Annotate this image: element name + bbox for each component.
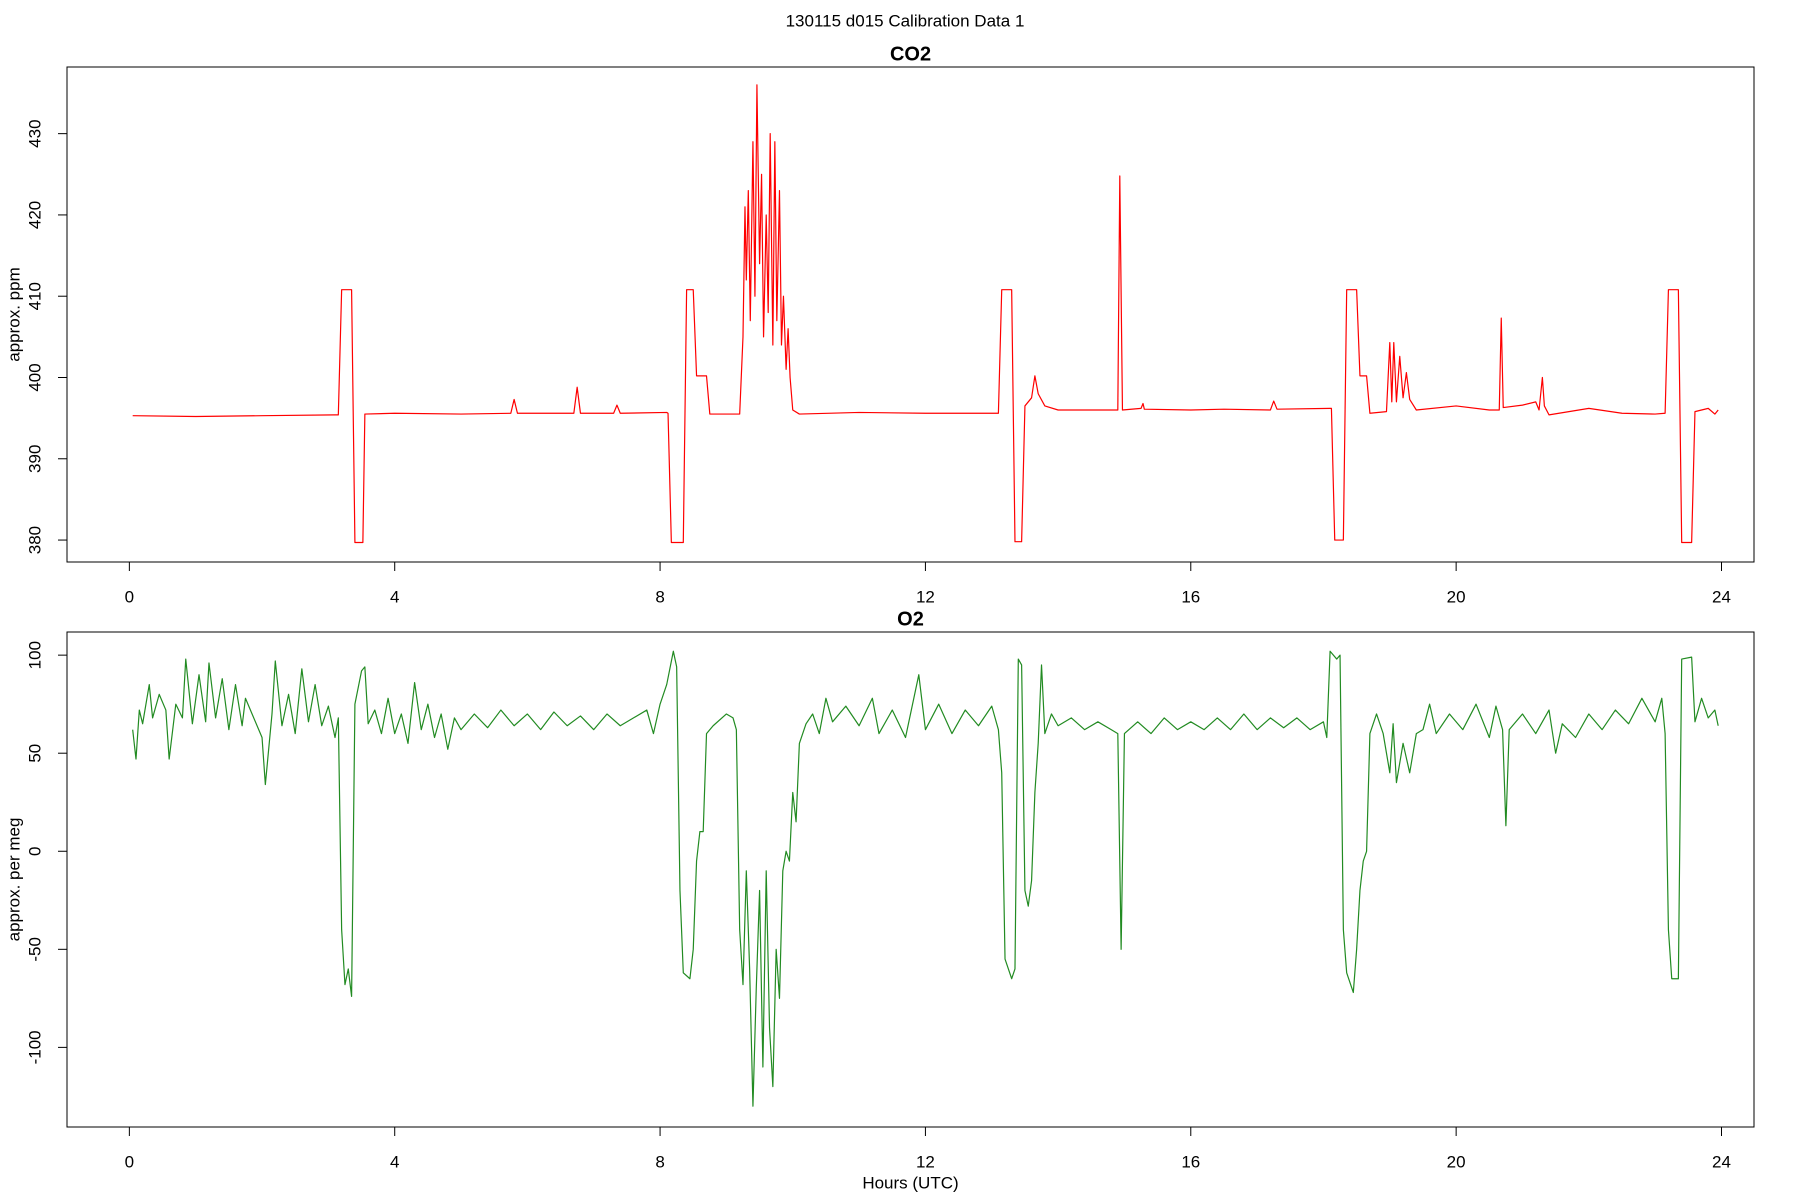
y-tick-label: 400 xyxy=(25,363,44,391)
panel-title: O2 xyxy=(897,608,924,630)
x-tick-label: 0 xyxy=(125,587,134,606)
y-axis-label: approx. ppm xyxy=(4,267,23,362)
x-tick-label: 24 xyxy=(1712,1152,1731,1171)
x-tick-label: 8 xyxy=(655,1152,664,1171)
x-tick-label: 24 xyxy=(1712,587,1731,606)
y-tick-label: 420 xyxy=(25,201,44,229)
x-tick-label: 20 xyxy=(1447,1152,1466,1171)
y-tick-label: -50 xyxy=(25,937,44,962)
y-tick-label: 410 xyxy=(25,282,44,310)
x-tick-label: 20 xyxy=(1447,587,1466,606)
y-tick-label: 50 xyxy=(25,744,44,763)
plot-box xyxy=(66,66,1755,563)
y-tick-label: 0 xyxy=(25,847,44,856)
x-tick-label: 4 xyxy=(390,1152,399,1171)
x-tick-label: 8 xyxy=(655,587,664,606)
panel-title: CO2 xyxy=(890,43,931,65)
data-line xyxy=(132,650,1719,1107)
y-tick-label: 390 xyxy=(25,445,44,473)
x-tick-label: 16 xyxy=(1181,1152,1200,1171)
y-tick-label: -100 xyxy=(25,1030,44,1064)
y-axis-label: approx. per meg xyxy=(4,818,23,942)
data-line xyxy=(132,84,1719,544)
figure-title: 130115 d015 Calibration Data 1 xyxy=(786,11,1025,30)
x-tick-label: 16 xyxy=(1181,587,1200,606)
x-tick-label: 4 xyxy=(390,587,399,606)
x-tick-label: 12 xyxy=(916,1152,935,1171)
x-tick-label: 0 xyxy=(125,1152,134,1171)
y-tick-label: 100 xyxy=(25,641,44,669)
x-tick-label: 12 xyxy=(916,587,935,606)
y-tick-label: 430 xyxy=(25,119,44,147)
y-tick-label: 380 xyxy=(25,526,44,554)
plot-box xyxy=(66,631,1755,1128)
x-axis-label: Hours (UTC) xyxy=(862,1173,958,1192)
